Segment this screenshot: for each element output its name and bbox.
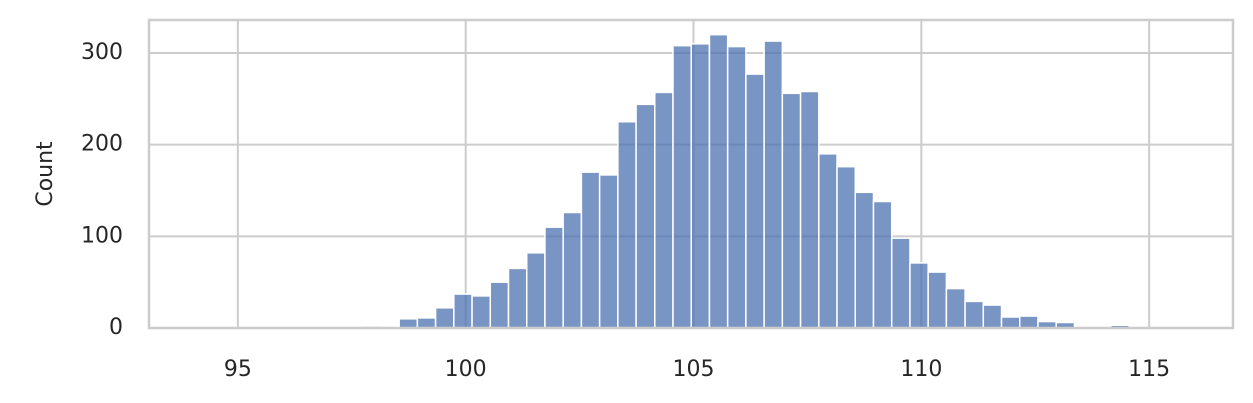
bar [781,92,802,329]
bar [763,40,784,329]
bar [434,307,455,329]
y-tick-label: 200 [81,132,123,157]
y-tick-label: 100 [81,223,123,248]
bar [964,300,985,329]
bar [726,45,747,329]
bar [416,317,437,329]
bar [1019,315,1039,329]
bar [690,43,711,329]
bar [745,73,765,329]
x-tick-label: 95 [224,357,252,382]
bar [872,200,893,329]
bar [580,171,601,329]
bar [927,271,948,329]
bar [507,267,528,329]
bar [1000,316,1021,329]
bar [525,252,546,329]
x-tick-label: 115 [1128,357,1170,382]
bar [708,33,729,329]
bar [617,121,637,329]
bar [818,153,838,329]
bar [598,174,619,329]
bar [854,191,875,329]
bar [398,318,419,329]
bar [453,293,473,329]
y-tick-label: 0 [109,315,123,340]
bar [672,44,692,329]
x-tick-label: 100 [445,357,487,382]
x-tick-label: 110 [900,357,942,382]
plot-frame [147,18,1235,330]
bar [544,226,564,329]
bar [489,281,510,329]
bar [654,91,674,329]
bar [471,295,492,329]
bar [799,90,820,329]
x-tick-label: 105 [673,357,715,382]
bar [635,103,656,329]
bar [982,304,1003,329]
bar [890,237,911,329]
y-tick-label: 300 [81,40,123,65]
bar [945,287,966,329]
y-axis-label: Count [33,141,58,207]
bar [836,165,857,329]
bar [562,211,583,329]
bar [909,262,929,329]
